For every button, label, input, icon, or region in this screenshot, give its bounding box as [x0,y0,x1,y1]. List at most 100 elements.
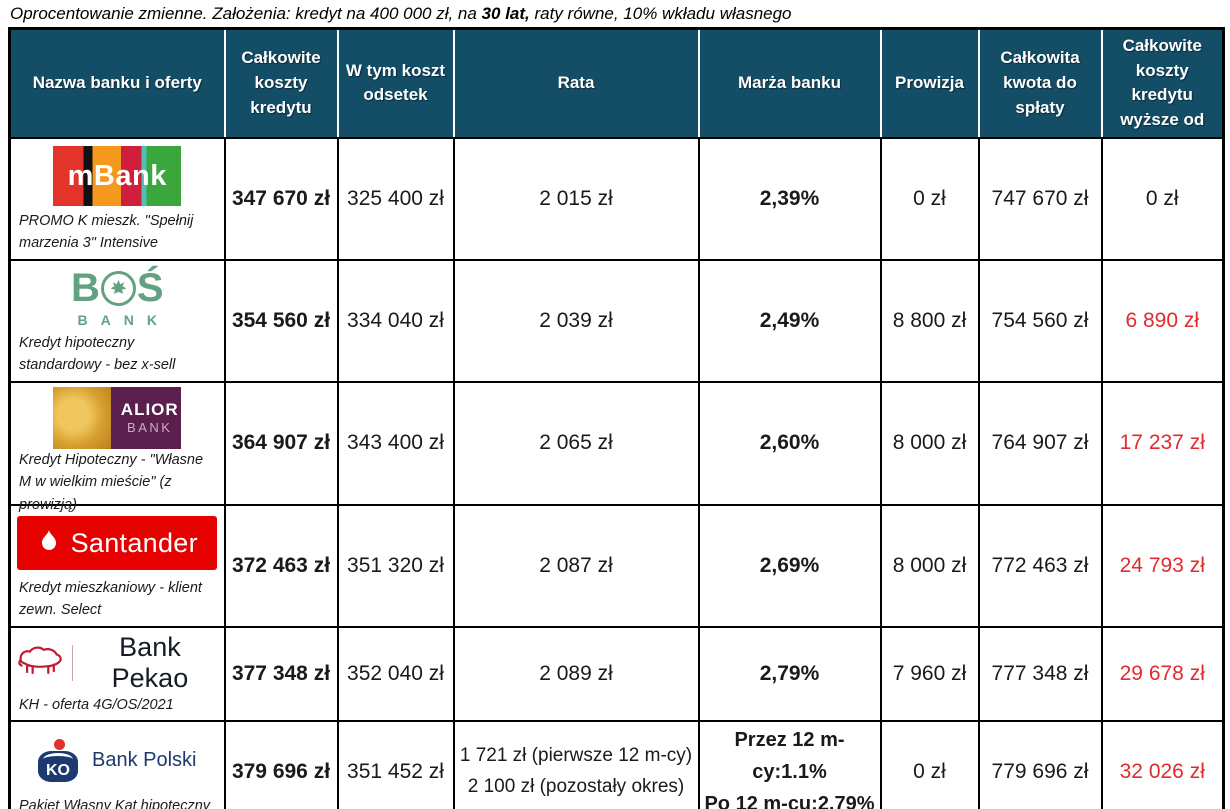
cell-interest-cost: 325 400 zł [336,136,455,261]
cell-cost-diff: 0 zł [1100,136,1225,261]
mbank-logo: mBank [17,143,218,210]
cell-commission: 0 zł [879,136,980,261]
bank-cell: mBank PROMO K mieszk. "Spełnij marzenia … [8,136,226,261]
header-row: Nazwa banku i oferty Całkowite koszty kr… [9,28,1224,139]
cell-total-repayment: 777 348 zł [977,625,1103,722]
offer-name: Kredyt Hipoteczny - "Własne M w wielkim … [19,451,204,513]
col-header-bank-margin: Marża banku [698,28,882,139]
offer-name: Pakiet Własny Kąt hipoteczny [19,798,211,809]
cell-installment: 2 087 zł [452,503,700,628]
table-row: mBank PROMO K mieszk. "Spełnij marzenia … [8,136,1225,261]
pko-logo-text: Bank Polski [92,748,197,771]
bank-cell: KO Bank Polski Pakiet Własny Kąt hipotec… [8,719,226,809]
cell-bank-margin: 2,49% [697,258,882,383]
cell-total-repayment: 779 696 zł [977,719,1103,809]
cell-cost-diff: 24 793 zł [1100,503,1225,628]
table-row: KO Bank Polski Pakiet Własny Kąt hipotec… [8,719,1225,809]
alior-logo-line1: ALIOR [120,400,179,420]
bank-cell: Santander Kredyt mieszkaniowy - klient z… [8,503,226,628]
cell-total-repayment: 772 463 zł [977,503,1103,628]
offer-name: Kredyt mieszkaniowy - klient zewn. Selec… [19,579,202,619]
pko-logo: KO Bank Polski [17,726,218,796]
cell-cost-diff: 6 890 zł [1100,258,1225,383]
bank-cell: ALIOR BANK Kredyt Hipoteczny - "Własne M… [8,380,226,513]
cell-interest-cost: 351 452 zł [336,719,455,809]
cell-total-cost: 364 907 zł [223,380,339,506]
table-row: Bank Pekao KH - oferta 4G/OS/2021 377 34… [8,625,1225,722]
pekao-logo-text: Bank Pekao [111,631,189,693]
bos-leaf-icon [100,270,136,306]
table-row: ALIOR BANK Kredyt Hipoteczny - "Własne M… [8,380,1225,513]
bos-logo-main: B Ś [71,268,164,308]
pko-moneybox-body: KO [38,750,78,782]
pko-moneybox-icon: KO [38,738,80,782]
bank-cell: B Ś BANK Kredyt hipoteczny standardowy -… [8,258,226,383]
cell-total-cost: 354 560 zł [223,258,339,383]
caption-text-2: raty równe, 10% wkładu własnego [529,4,792,23]
cell-total-repayment: 747 670 zł [977,136,1103,261]
bos-logo-sub: BANK [77,312,170,329]
cell-bank-margin: 2,69% [697,503,882,628]
cell-bank-margin: 2,60% [697,380,882,506]
cell-commission: 7 960 zł [879,625,980,722]
table-row: B Ś BANK Kredyt hipoteczny standardowy -… [8,258,1225,383]
bank-box: KO Bank Polski Pakiet Własny Kąt hipotec… [17,726,218,809]
col-header-interest-cost: W tym koszt odsetek [337,28,455,139]
col-header-commission: Prowizja [880,28,980,139]
bank-box: Bank Pekao KH - oferta 4G/OS/2021 [17,632,218,716]
mortgage-offers-table: Nazwa banku i oferty Całkowite koszty kr… [8,27,1225,809]
cell-installment: 2 089 zł [452,625,700,722]
santander-flame-icon [37,528,61,558]
cell-total-repayment: 764 907 zł [977,380,1103,506]
cell-total-cost: 347 670 zł [223,136,339,261]
offer-name: KH - oferta 4G/OS/2021 [19,696,174,713]
pko-logo-inner: KO Bank Polski [38,738,197,782]
cell-interest-cost: 343 400 zł [336,380,455,506]
bank-box: B Ś BANK Kredyt hipoteczny standardowy -… [17,265,218,377]
cell-cost-diff: 32 026 zł [1100,719,1225,809]
offer-name: PROMO K mieszk. "Spełnij marzenia 3" Int… [19,212,194,252]
alior-logo-line2: BANK [127,420,173,436]
pekao-logo-inner: Bank Pekao [17,632,218,694]
cell-installment: 2 015 zł [452,136,700,261]
cell-commission: 8 000 zł [879,503,980,628]
col-header-total-cost: Całkowite koszty kredytu [224,28,339,139]
alior-logo: ALIOR BANK [17,386,218,449]
pekao-logo-divider [72,644,74,681]
cell-interest-cost: 334 040 zł [336,258,455,383]
bos-letter-s: Ś [136,266,164,311]
bos-logo: B Ś BANK [17,265,218,332]
cell-commission: 0 zł [879,719,980,809]
cell-installment: 2 065 zł [452,380,700,506]
margin-line-1: Przez 12 m-cy:1.1% [734,728,845,783]
cell-total-cost: 379 696 zł [223,719,339,809]
installment-line-2: 2 100 zł (pozostały okres) [467,775,685,797]
bos-letter-b: B [70,266,100,311]
table-row: Santander Kredyt mieszkaniowy - klient z… [8,503,1225,628]
pko-coin-dot [53,738,65,750]
cell-bank-margin: 2,39% [697,136,882,261]
pekao-logo: Bank Pekao [17,632,218,694]
cell-total-repayment: 754 560 zł [977,258,1103,383]
bank-box: ALIOR BANK Kredyt Hipoteczny - "Własne M… [17,386,218,513]
cell-interest-cost: 352 040 zł [336,625,455,722]
bank-box: Santander Kredyt mieszkaniowy - klient z… [17,510,218,622]
margin-line-2: Po 12 m-cu:2.79% [704,792,875,809]
cell-total-cost: 377 348 zł [223,625,339,722]
pekao-bison-icon [17,644,63,682]
caption-text-1: Oprocentowanie zmienne. Założenia: kredy… [10,4,482,23]
cell-interest-cost: 351 320 zł [336,503,455,628]
cell-installment: 1 721 zł (pierwsze 12 m-cy) 2 100 zł (po… [452,719,700,809]
bank-box: mBank PROMO K mieszk. "Spełnij marzenia … [17,143,218,255]
mbank-logo-text: mBank [67,159,167,192]
cell-bank-margin: 2,79% [697,625,882,722]
col-header-cost-diff: Całkowite koszty kredytu wyższe od [1101,28,1224,139]
col-header-total-repayment: Całkowita kwota do spłaty [978,28,1103,139]
cell-commission: 8 000 zł [879,380,980,506]
col-header-bank-name: Nazwa banku i oferty [9,28,226,139]
santander-logo-inner: Santander [17,516,218,571]
cell-commission: 8 800 zł [879,258,980,383]
mbank-logo-stripes: mBank [53,146,182,207]
installment-line-1: 1 721 zł (pierwsze 12 m-cy) [459,745,693,767]
alior-face-graphic [53,386,112,449]
